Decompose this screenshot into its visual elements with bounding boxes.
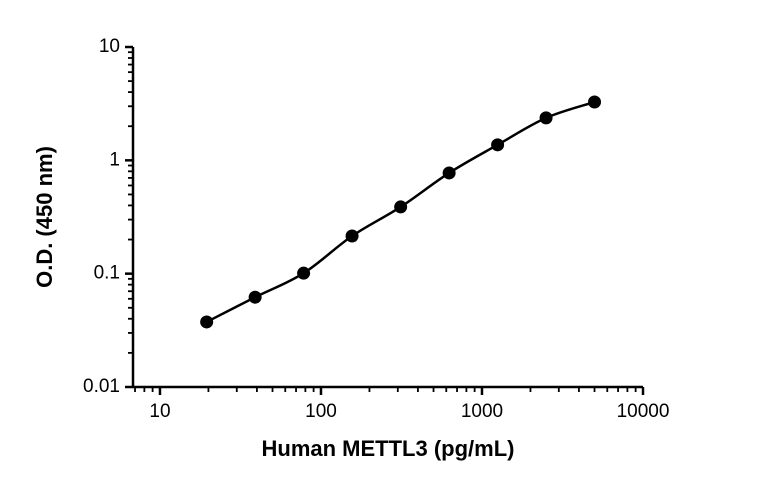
x-axis-label: Human METTL3 (pg/mL) — [262, 436, 515, 461]
y-tick-label: 10 — [99, 36, 120, 57]
x-tick-label: 100 — [305, 401, 337, 422]
y-tick-label: 0.1 — [94, 263, 120, 284]
data-point — [491, 138, 505, 152]
data-point — [345, 229, 359, 243]
y-tick-label: 0.01 — [83, 376, 120, 397]
data-point — [297, 266, 311, 280]
data-point — [539, 111, 553, 125]
y-tick-label: 1 — [109, 149, 120, 170]
y-axis-label: O.D. (450 nm) — [32, 146, 57, 288]
x-tick-label: 10 — [149, 401, 170, 422]
x-tick-label: 1000 — [461, 401, 503, 422]
data-point — [442, 166, 456, 180]
data-point — [394, 200, 408, 214]
data-point — [248, 290, 262, 304]
data-point — [588, 95, 602, 109]
x-tick-label: 10000 — [617, 401, 670, 422]
data-point — [200, 315, 214, 329]
